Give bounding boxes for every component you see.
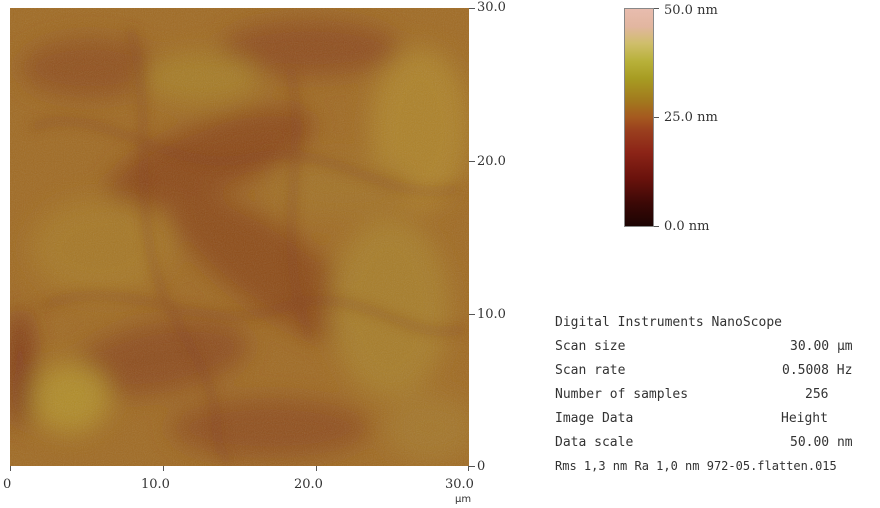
y-tick-0 [469, 466, 475, 467]
y-tick-label-0: 0 [477, 459, 486, 474]
colorbar-min-label: 0.0 nm [664, 219, 710, 234]
info-label-image-data: Image Data [555, 411, 634, 426]
colorbar-mid-label: 25.0 nm [664, 110, 718, 125]
info-label-data-scale: Data scale [555, 435, 634, 450]
y-tick-label-10: 10.0 [477, 307, 506, 322]
colorbar-tick-max [654, 8, 659, 9]
afm-texture [10, 8, 469, 466]
x-tick-label-10: 10.0 [141, 477, 170, 492]
info-value-data-scale: 50.00 nm [790, 435, 853, 450]
x-tick-30 [468, 466, 469, 471]
colorbar-tick-mid [654, 117, 659, 118]
x-tick-20 [316, 466, 317, 471]
y-tick-20 [469, 161, 475, 162]
colorbar-max-label: 50.0 nm [664, 3, 718, 18]
y-tick-10 [469, 314, 475, 315]
x-tick-label-20: 20.0 [294, 477, 323, 492]
y-tick-label-20: 20.0 [477, 154, 506, 169]
info-value-scan-rate: 0.5008 Hz [782, 363, 853, 378]
info-label-scan-rate: Scan rate [555, 363, 626, 378]
info-label-scan-size: Scan size [555, 339, 626, 354]
x-tick-0 [10, 466, 11, 471]
info-value-samples: 256 [805, 387, 829, 402]
instrument-title: Digital Instruments NanoScope [555, 315, 782, 330]
x-axis-unit: µm [455, 494, 472, 505]
y-tick-30 [469, 8, 475, 9]
y-tick-label-30: 30.0 [477, 0, 506, 15]
height-colorbar [624, 8, 654, 227]
info-footer: Rms 1,3 nm Ra 1,0 nm 972-05.flatten.015 [555, 459, 837, 473]
x-tick-label-30: 30.0 [445, 477, 474, 492]
colorbar-tick-min [654, 226, 659, 227]
info-label-samples: Number of samples [555, 387, 689, 402]
afm-height-image [10, 8, 469, 466]
info-value-scan-size: 30.00 µm [790, 339, 853, 354]
x-tick-10 [163, 466, 164, 471]
info-value-image-data: Height [781, 411, 828, 426]
x-tick-label-0: 0 [3, 477, 12, 492]
